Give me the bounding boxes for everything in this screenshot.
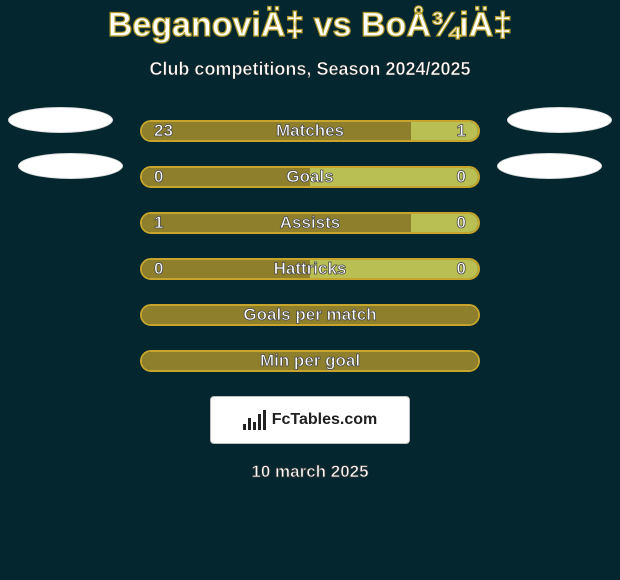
stat-bar-left <box>142 168 310 186</box>
stat-value-left: 23 <box>154 121 173 141</box>
player-avatar-right-small <box>497 153 602 179</box>
stat-row: Goals per match <box>0 304 620 326</box>
comparison-panel: BeganoviÄ‡ vs BoÅ¾iÄ‡ Club competitions,… <box>0 0 620 580</box>
page-title: BeganoviÄ‡ vs BoÅ¾iÄ‡ <box>0 6 620 45</box>
stat-label: Goals <box>286 167 333 187</box>
date-label: 10 march 2025 <box>0 462 620 482</box>
chart-area: 23 1 Matches 0 0 Goals 1 0 Assists 0 0 Hattricks Goa… <box>0 120 620 372</box>
stat-bar-left <box>142 214 411 232</box>
logo-box: FcTables.com <box>210 396 410 444</box>
stat-row: 23 1 Matches <box>0 120 620 142</box>
stat-label: Hattricks <box>274 259 347 279</box>
stat-bar: 1 0 Assists <box>140 212 480 234</box>
stat-value-left: 0 <box>154 167 163 187</box>
stat-label: Assists <box>280 213 340 233</box>
stat-label: Goals per match <box>243 305 376 325</box>
stat-value-left: 1 <box>154 213 163 233</box>
stat-label: Matches <box>276 121 344 141</box>
stat-value-right: 0 <box>457 259 466 279</box>
stat-value-right: 1 <box>457 121 466 141</box>
logo-bars-icon <box>243 410 266 430</box>
stat-row: 1 0 Assists <box>0 212 620 234</box>
stat-bar: Min per goal <box>140 350 480 372</box>
stat-bar: 23 1 Matches <box>140 120 480 142</box>
stat-label: Min per goal <box>260 351 360 371</box>
player-avatar-left-small <box>18 153 123 179</box>
stat-bar: 0 0 Goals <box>140 166 480 188</box>
stat-value-left: 0 <box>154 259 163 279</box>
stat-bar-right <box>411 122 478 140</box>
stat-value-right: 0 <box>457 167 466 187</box>
player-avatar-right <box>507 107 612 133</box>
stat-bar: Goals per match <box>140 304 480 326</box>
logo-text: FcTables.com <box>272 411 378 429</box>
stat-row: 0 0 Hattricks <box>0 258 620 280</box>
stat-bar-right <box>310 168 478 186</box>
player-avatar-left <box>8 107 113 133</box>
subtitle: Club competitions, Season 2024/2025 <box>0 59 620 80</box>
stat-row: Min per goal <box>0 350 620 372</box>
stat-bar-right <box>411 214 478 232</box>
stat-value-right: 0 <box>457 213 466 233</box>
stat-bar: 0 0 Hattricks <box>140 258 480 280</box>
